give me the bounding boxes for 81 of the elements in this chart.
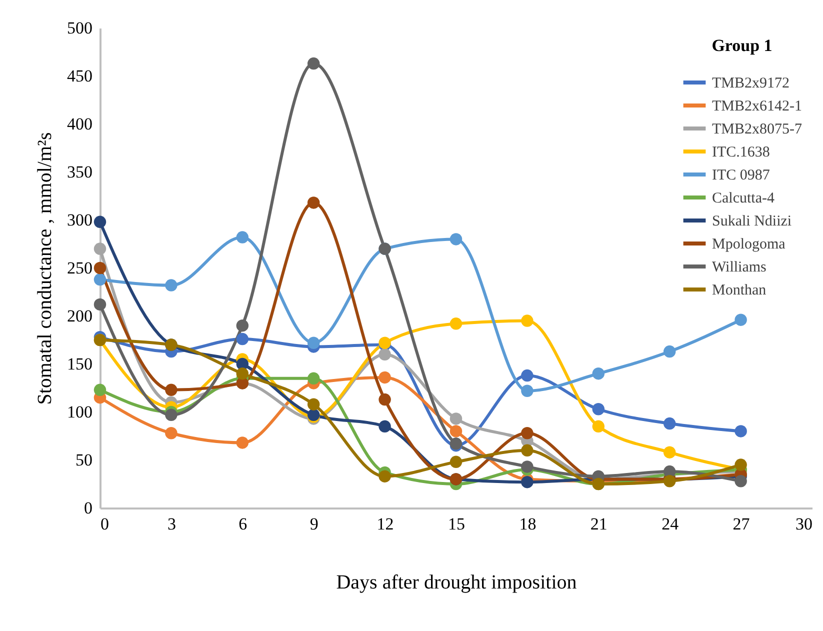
point [307,196,320,209]
legend-label: TMB2x9172 [712,76,790,92]
point [307,57,320,70]
point [663,446,676,458]
y-tick-label: 50 [76,450,92,470]
point [94,242,106,255]
point [521,314,534,327]
y-axis-title: Stomatal conductance , mmol/m²s [34,132,56,405]
x-tick-label: 18 [519,514,536,534]
point [450,318,462,330]
point [734,314,747,326]
point [236,332,249,346]
legend-label: TMB2x8075-7 [712,122,802,138]
y-tick-label: 450 [67,66,92,86]
legend-label: Monthan [712,282,767,298]
point [521,460,534,473]
point [307,372,320,385]
point [236,367,249,380]
legend-label: TMB2x6142-1 [712,98,802,114]
point [521,476,534,488]
x-tick-label: 0 [100,514,109,534]
point [94,384,106,396]
point [165,427,178,440]
point [378,393,391,406]
x-tick-label: 3 [167,514,176,534]
point [734,425,747,438]
point [307,336,320,349]
point [236,319,249,332]
legend-label: Sukali Ndiizi [712,214,792,230]
x-axis-title: Days after drought imposition [336,572,577,594]
point [450,425,462,438]
y-tick-label: 100 [67,402,92,422]
point [521,384,534,397]
point [378,470,391,482]
y-tick-label: 250 [67,258,92,278]
legend-label: ITC 0987 [712,168,770,184]
point [378,348,391,361]
y-tick-label: 150 [67,354,92,374]
x-tick-label: 9 [310,514,318,534]
point [236,231,249,244]
point [663,345,676,358]
legend-label: Calcutta-4 [712,190,775,206]
point [592,403,605,416]
point [94,298,106,311]
point [521,427,534,440]
point [450,456,462,468]
point [236,436,249,449]
point [165,279,178,292]
x-tick-label: 21 [590,514,608,534]
point [450,233,462,246]
point [165,384,178,396]
y-tick-label: 0 [84,498,92,518]
point [592,367,605,380]
y-tick-label: 200 [67,306,92,326]
legend-label: Mpologoma [712,236,786,252]
x-tick-label: 27 [732,514,750,534]
x-tick-label: 6 [238,514,248,534]
legend-label: ITC.1638 [712,144,770,160]
point [663,417,676,430]
point [450,412,462,425]
point [521,444,534,457]
point [94,216,106,228]
point [378,420,391,433]
point [165,408,178,421]
legend-label: Williams [712,260,767,276]
point [94,262,106,274]
point [521,369,534,382]
x-tick-label: 24 [662,514,680,534]
point [307,398,320,410]
y-tick-label: 350 [67,162,92,182]
y-tick-label: 500 [67,18,92,38]
x-tick-label: 15 [448,514,465,534]
y-tick-label: 300 [67,210,92,230]
point [94,273,106,286]
point [592,420,605,433]
point [734,475,747,488]
point [378,371,391,384]
y-tick-label: 400 [67,114,92,134]
x-tick-label: 12 [376,514,394,534]
legend-title: Group 1 [712,36,772,55]
x-tick-label: 30 [796,514,812,534]
